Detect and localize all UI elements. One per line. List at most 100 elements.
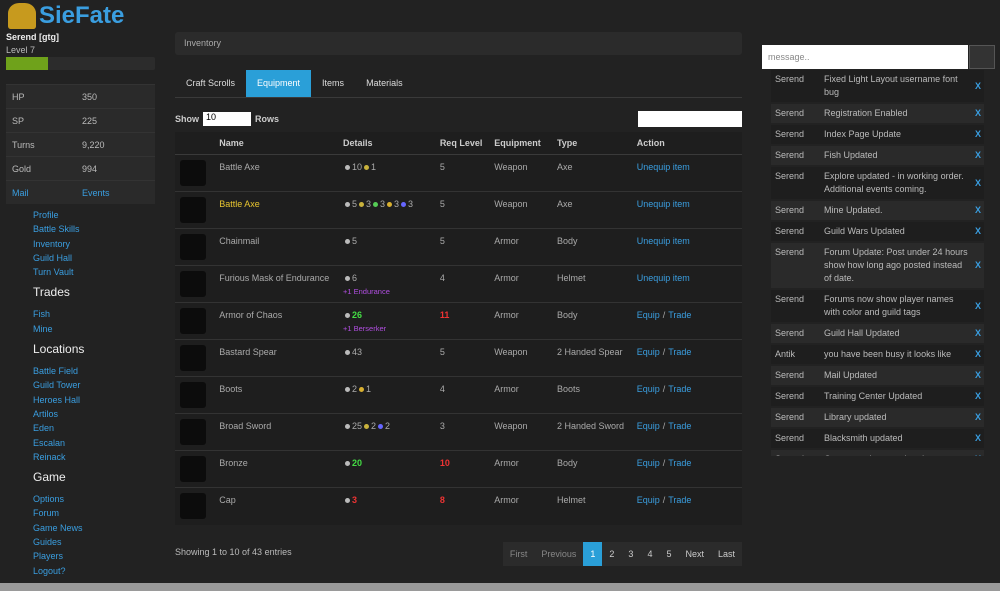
action-link[interactable]: Trade (668, 495, 692, 506)
nav-link[interactable]: Guides (33, 537, 62, 548)
page-button[interactable]: 1 (583, 542, 603, 566)
tab[interactable]: Craft Scrolls (186, 78, 236, 88)
page-button[interactable]: Last (710, 542, 742, 566)
stat-value: 2 (371, 421, 377, 432)
nav-link[interactable]: Fish (33, 309, 51, 320)
stat-value: 2 (351, 384, 357, 395)
chat-close[interactable]: X (974, 226, 981, 236)
rows-select[interactable]: 10 (203, 112, 251, 126)
action-link[interactable]: Unequip item (636, 235, 690, 246)
nav-link[interactable]: Guild Tower (33, 380, 81, 391)
search-input[interactable] (638, 111, 742, 127)
page-button[interactable]: Previous (534, 542, 584, 566)
action-link[interactable]: Unequip item (636, 198, 690, 209)
chat-close[interactable]: X (974, 328, 981, 338)
tabs: Craft Scrolls Equipment Items Materials (175, 70, 742, 98)
nav-link[interactable]: Inventory (33, 238, 71, 249)
chat-message: Serend Forum Update: Post under 24 hours … (771, 243, 984, 288)
nav-link[interactable]: Eden (33, 423, 55, 434)
separator: / (662, 309, 666, 320)
chat-send[interactable] (969, 45, 995, 69)
stat-link[interactable]: Events (82, 187, 110, 198)
item-icon (180, 456, 206, 483)
chat-message: Serend Forums now show player names with … (771, 290, 984, 322)
nav-link[interactable]: Guild Hall (33, 252, 73, 263)
tab[interactable]: Items (322, 78, 345, 88)
stat-row: Turns 9,220 (6, 132, 155, 156)
action-link[interactable]: Equip (636, 421, 660, 432)
action-link[interactable]: Trade (668, 421, 692, 432)
chat-close[interactable]: X (974, 370, 981, 380)
page-button[interactable]: 4 (640, 542, 660, 566)
chat-close[interactable]: X (974, 300, 981, 311)
req-level: 5 (438, 153, 494, 192)
chat-close[interactable]: X (974, 80, 981, 91)
nav-link[interactable]: Reinack (33, 451, 66, 462)
chat-close[interactable]: X (974, 391, 981, 401)
action-link[interactable]: Equip (636, 458, 660, 469)
chat-user: Serend (775, 370, 805, 380)
page-button[interactable]: 2 (602, 542, 622, 566)
nav-link[interactable]: Escalan (33, 437, 66, 448)
chat-close[interactable]: X (974, 129, 981, 139)
chat-user: Antik (775, 349, 796, 359)
type: Axe (555, 190, 636, 229)
stat-link[interactable]: Mail (12, 187, 29, 198)
chat-close[interactable]: X (974, 108, 981, 118)
stat-value: 26 (351, 309, 362, 320)
nav-link[interactable]: Battle Field (33, 366, 79, 377)
tab[interactable]: Equipment (246, 70, 312, 97)
nav-link[interactable]: Battle Skills (33, 224, 80, 235)
nav-link[interactable]: Artilos (33, 408, 59, 419)
action-link[interactable]: Trade (668, 346, 692, 357)
page-button[interactable]: 5 (659, 542, 679, 566)
nav-link[interactable]: Options (33, 494, 65, 505)
chat-close[interactable]: X (974, 349, 981, 359)
action-link[interactable]: Unequip item (636, 161, 690, 172)
chat-input[interactable]: message.. (762, 45, 968, 69)
chat-close[interactable]: X (972, 453, 984, 456)
stat-label: SP (12, 115, 25, 126)
nav-link[interactable]: Logout? (33, 565, 66, 576)
stat-icon (344, 349, 350, 355)
action-link[interactable]: Unequip item (636, 272, 690, 283)
nav-link[interactable]: Players (33, 551, 64, 562)
stat-value: 43 (351, 346, 362, 357)
page-button[interactable]: Next (678, 542, 711, 566)
chat-text: Registration Enabled (824, 108, 908, 118)
action-link[interactable]: Equip (636, 495, 660, 506)
separator: / (662, 458, 666, 469)
nav-link[interactable]: Game News (33, 522, 83, 533)
nav-link[interactable]: Heroes Hall (33, 394, 81, 405)
equipment: Weapon (493, 413, 556, 451)
nav-link[interactable]: Turn Vault (33, 267, 74, 278)
action-link[interactable]: Trade (668, 458, 692, 469)
icon-cell (175, 338, 219, 377)
chat-message: Serend Fish Updated X (771, 146, 984, 165)
chat-message: Serend Registration Enabled X (771, 104, 984, 123)
chat-close[interactable]: X (974, 260, 981, 270)
stat-links: Mail Events (6, 180, 155, 204)
chat-close[interactable]: X (974, 150, 981, 160)
tab[interactable]: Materials (366, 78, 403, 88)
action-link[interactable]: Trade (668, 309, 692, 320)
action-link[interactable]: Trade (668, 384, 692, 395)
page-button[interactable]: First (502, 542, 535, 566)
nav-link[interactable]: Mine (33, 323, 53, 334)
stat-value: 5 (351, 235, 357, 246)
action: Equip / Trade (635, 450, 742, 488)
player-name: Serend [gtg] (6, 32, 59, 42)
header-cell (175, 132, 219, 155)
nav-link[interactable]: Forum (33, 508, 60, 519)
action-link[interactable]: Equip (636, 309, 660, 320)
page-button[interactable]: 3 (621, 542, 641, 566)
item-row: Broad Sword 25 2 2 3 Weapon 2 Handed Sword Equi… (175, 413, 742, 451)
chat-close[interactable]: X (974, 412, 981, 422)
action-link[interactable]: Equip (636, 384, 660, 395)
chat-close[interactable]: X (974, 205, 981, 215)
nav-link[interactable]: Profile (33, 210, 59, 220)
chat-close[interactable]: X (974, 177, 981, 188)
chat-close[interactable]: X (974, 433, 981, 443)
action-link[interactable]: Equip (636, 346, 660, 357)
req-level: 11 (438, 301, 494, 340)
